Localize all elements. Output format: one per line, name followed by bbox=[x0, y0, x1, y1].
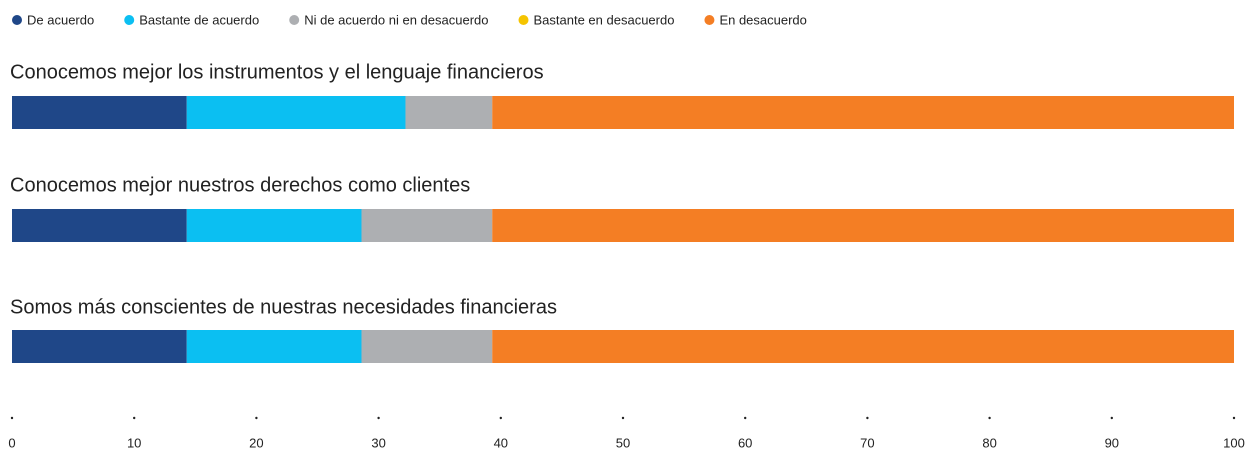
x-tick-label: 100 bbox=[1223, 435, 1245, 450]
tick-mark bbox=[255, 416, 258, 420]
category-label: Conocemos mejor los instrumentos y el le… bbox=[10, 61, 544, 83]
x-tick-label: 70 bbox=[860, 435, 874, 450]
legend-label: Bastante en desacuerdo bbox=[534, 12, 675, 27]
x-tick-label: 50 bbox=[616, 435, 630, 450]
x-tick-label: 10 bbox=[127, 435, 141, 450]
tick-mark bbox=[866, 416, 869, 420]
category-label: Somos más conscientes de nuestras necesi… bbox=[10, 296, 557, 318]
legend-label: De acuerdo bbox=[27, 12, 94, 27]
bar-segment bbox=[12, 330, 187, 363]
bar-segment bbox=[492, 96, 1235, 129]
bar-segment bbox=[492, 209, 1235, 242]
category-label: Conocemos mejor nuestros derechos como c… bbox=[10, 174, 470, 196]
tick-mark bbox=[744, 416, 747, 420]
tick-mark bbox=[621, 416, 625, 420]
x-tick-label: 40 bbox=[494, 435, 508, 450]
x-tick-label: 30 bbox=[371, 435, 385, 450]
tick-mark bbox=[988, 416, 991, 420]
x-tick-label: 90 bbox=[1105, 435, 1119, 450]
legend-swatch bbox=[518, 15, 529, 25]
tick-mark bbox=[10, 416, 14, 420]
bar-segment bbox=[361, 330, 493, 363]
legend-swatch bbox=[124, 15, 135, 25]
tick-mark bbox=[1110, 416, 1114, 420]
x-tick-label: 80 bbox=[982, 435, 996, 450]
bar-segment bbox=[186, 330, 362, 363]
legend-label: Bastante de acuerdo bbox=[139, 12, 259, 27]
legend-swatch bbox=[289, 15, 300, 25]
bar-segment bbox=[492, 330, 1235, 363]
bar-segment bbox=[12, 96, 187, 129]
bar-segment bbox=[186, 96, 406, 129]
bar-segment bbox=[186, 209, 362, 242]
x-tick-label: 0 bbox=[8, 435, 15, 450]
tick-mark bbox=[499, 416, 502, 420]
legend-label: En desacuerdo bbox=[719, 12, 806, 27]
tick-mark bbox=[133, 416, 136, 420]
x-tick-label: 60 bbox=[738, 435, 752, 450]
legend-swatch bbox=[12, 15, 22, 25]
tick-mark bbox=[1232, 416, 1236, 420]
legend-label: Ni de acuerdo ni en desacuerdo bbox=[304, 12, 488, 27]
x-tick-label: 20 bbox=[249, 435, 263, 450]
tick-mark bbox=[377, 416, 380, 420]
bar-segment bbox=[12, 209, 187, 242]
bar-segment bbox=[405, 96, 493, 129]
legend-swatch bbox=[704, 15, 715, 25]
bar-segment bbox=[361, 209, 493, 242]
